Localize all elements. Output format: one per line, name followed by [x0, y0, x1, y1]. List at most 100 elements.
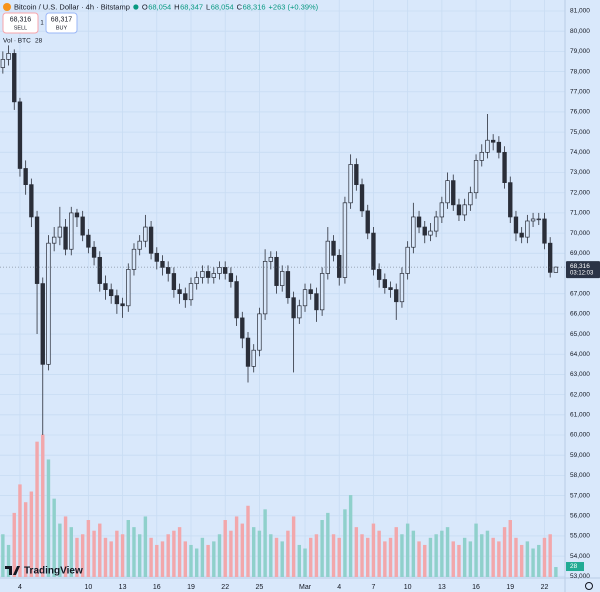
volume-bar: [428, 537, 433, 577]
volume-bar: [137, 534, 142, 577]
volume-bar: [514, 537, 518, 577]
candle-body: [86, 234, 91, 248]
volume-bar: [75, 537, 79, 577]
volume-bar: [354, 527, 359, 577]
y-tick-label: 79,000: [570, 48, 590, 55]
candle-body: [416, 216, 422, 228]
volume-bar: [554, 567, 558, 577]
candle-body: [399, 273, 405, 303]
volume-title[interactable]: Vol · BTC: [3, 38, 31, 45]
candle-body: [223, 267, 228, 274]
y-tick-label: 74,000: [570, 149, 590, 156]
x-tick-label: 16: [153, 584, 161, 591]
logo-mark[interactable]: [5, 566, 20, 575]
sell-price[interactable]: 68,316: [10, 16, 32, 23]
y-tick-label: 70,000: [570, 230, 590, 237]
volume-bar: [143, 516, 148, 577]
candle-body: [228, 273, 234, 282]
candle-body: [354, 164, 359, 185]
candle-body: [502, 151, 507, 183]
volume-bar: [388, 537, 393, 577]
volume-bar: [194, 548, 199, 577]
candle-body: [376, 269, 382, 280]
candle-body: [240, 317, 245, 339]
candle-body: [188, 283, 194, 301]
candle-body: [394, 289, 399, 303]
buy-button[interactable]: [45, 12, 78, 34]
logo[interactable]: TradingView: [5, 566, 83, 577]
candle-body: [171, 273, 177, 290]
volume-bar: [35, 441, 39, 577]
volume-bar: [46, 459, 51, 577]
volume-bar: [257, 530, 262, 577]
candle-body: [148, 226, 154, 254]
volume-bar: [189, 544, 193, 577]
candle-body: [91, 246, 97, 258]
symbol-title[interactable]: Bitcoin / U.S. Dollar · 4h · Bitstamp: [14, 2, 130, 11]
volume-bar: [126, 520, 130, 577]
candle-body: [485, 139, 490, 153]
candle-body: [548, 242, 553, 273]
buy-price[interactable]: 68,317: [51, 16, 73, 23]
candle-body: [513, 216, 519, 234]
candle-body: [297, 305, 302, 319]
ohlc-value: 68,316: [243, 2, 266, 11]
countdown: 03:12:03: [570, 271, 594, 277]
ohlc-key: O: [142, 2, 148, 11]
volume-bar: [274, 537, 279, 577]
candle-body: [194, 277, 199, 284]
volume-bar: [348, 495, 353, 577]
volume-bar: [474, 523, 478, 577]
candle-body: [490, 139, 496, 143]
volume-bar: [240, 523, 245, 577]
volume-bar: [217, 534, 222, 577]
candle-body: [143, 226, 148, 242]
sell-label[interactable]: SELL: [14, 25, 27, 31]
volume-bar: [6, 544, 11, 577]
candle-body: [308, 289, 313, 295]
x-tick-label: 19: [187, 584, 195, 591]
volume-bar: [183, 541, 188, 577]
volume-bar: [251, 527, 256, 577]
volume-bar: [405, 523, 410, 577]
buy-label[interactable]: BUY: [56, 25, 68, 31]
volume-bar: [115, 530, 119, 577]
candle-body: [337, 254, 342, 278]
volume-bar: [206, 544, 210, 577]
candle-body: [280, 271, 285, 286]
candle-body: [211, 273, 216, 278]
volume-bar: [23, 502, 28, 577]
volume-bar: [12, 512, 16, 577]
y-tick-label: 54,000: [570, 553, 590, 560]
candle-body: [456, 204, 462, 216]
x-tick-label: 4: [337, 584, 341, 591]
candle-body: [496, 141, 502, 153]
candle-body: [114, 295, 120, 305]
candle-body: [262, 261, 268, 315]
volume-bar: [366, 537, 370, 577]
sell-button[interactable]: [2, 12, 39, 34]
market-status[interactable]: [133, 4, 139, 10]
candle-body: [439, 202, 445, 218]
volume-bar: [80, 534, 85, 577]
candle-body: [183, 293, 188, 301]
y-tick-label: 61,000: [570, 412, 590, 419]
y-tick-label: 80,000: [570, 28, 590, 35]
candle-body: [365, 210, 370, 234]
volume-bar: [548, 534, 552, 577]
x-tick-label: 22: [541, 584, 549, 591]
logo-text[interactable]: TradingView: [24, 566, 83, 577]
candle-body: [160, 261, 165, 268]
volume-bar: [200, 537, 205, 577]
axes: 53,000 54,000 55,000 56,000 57,000 58,000 59,0…: [0, 8, 600, 591]
candle-body: [109, 289, 114, 297]
ohlc-change: +263 (+0.39%): [269, 2, 319, 11]
settings-icon[interactable]: [585, 582, 593, 590]
volume-bar: [531, 548, 535, 577]
y-tick-label: 75,000: [570, 129, 590, 136]
candle-body: [51, 236, 57, 244]
y-tick-label: 53,000: [570, 573, 590, 580]
volume-bar: [457, 544, 461, 577]
candle-body: [69, 212, 74, 250]
